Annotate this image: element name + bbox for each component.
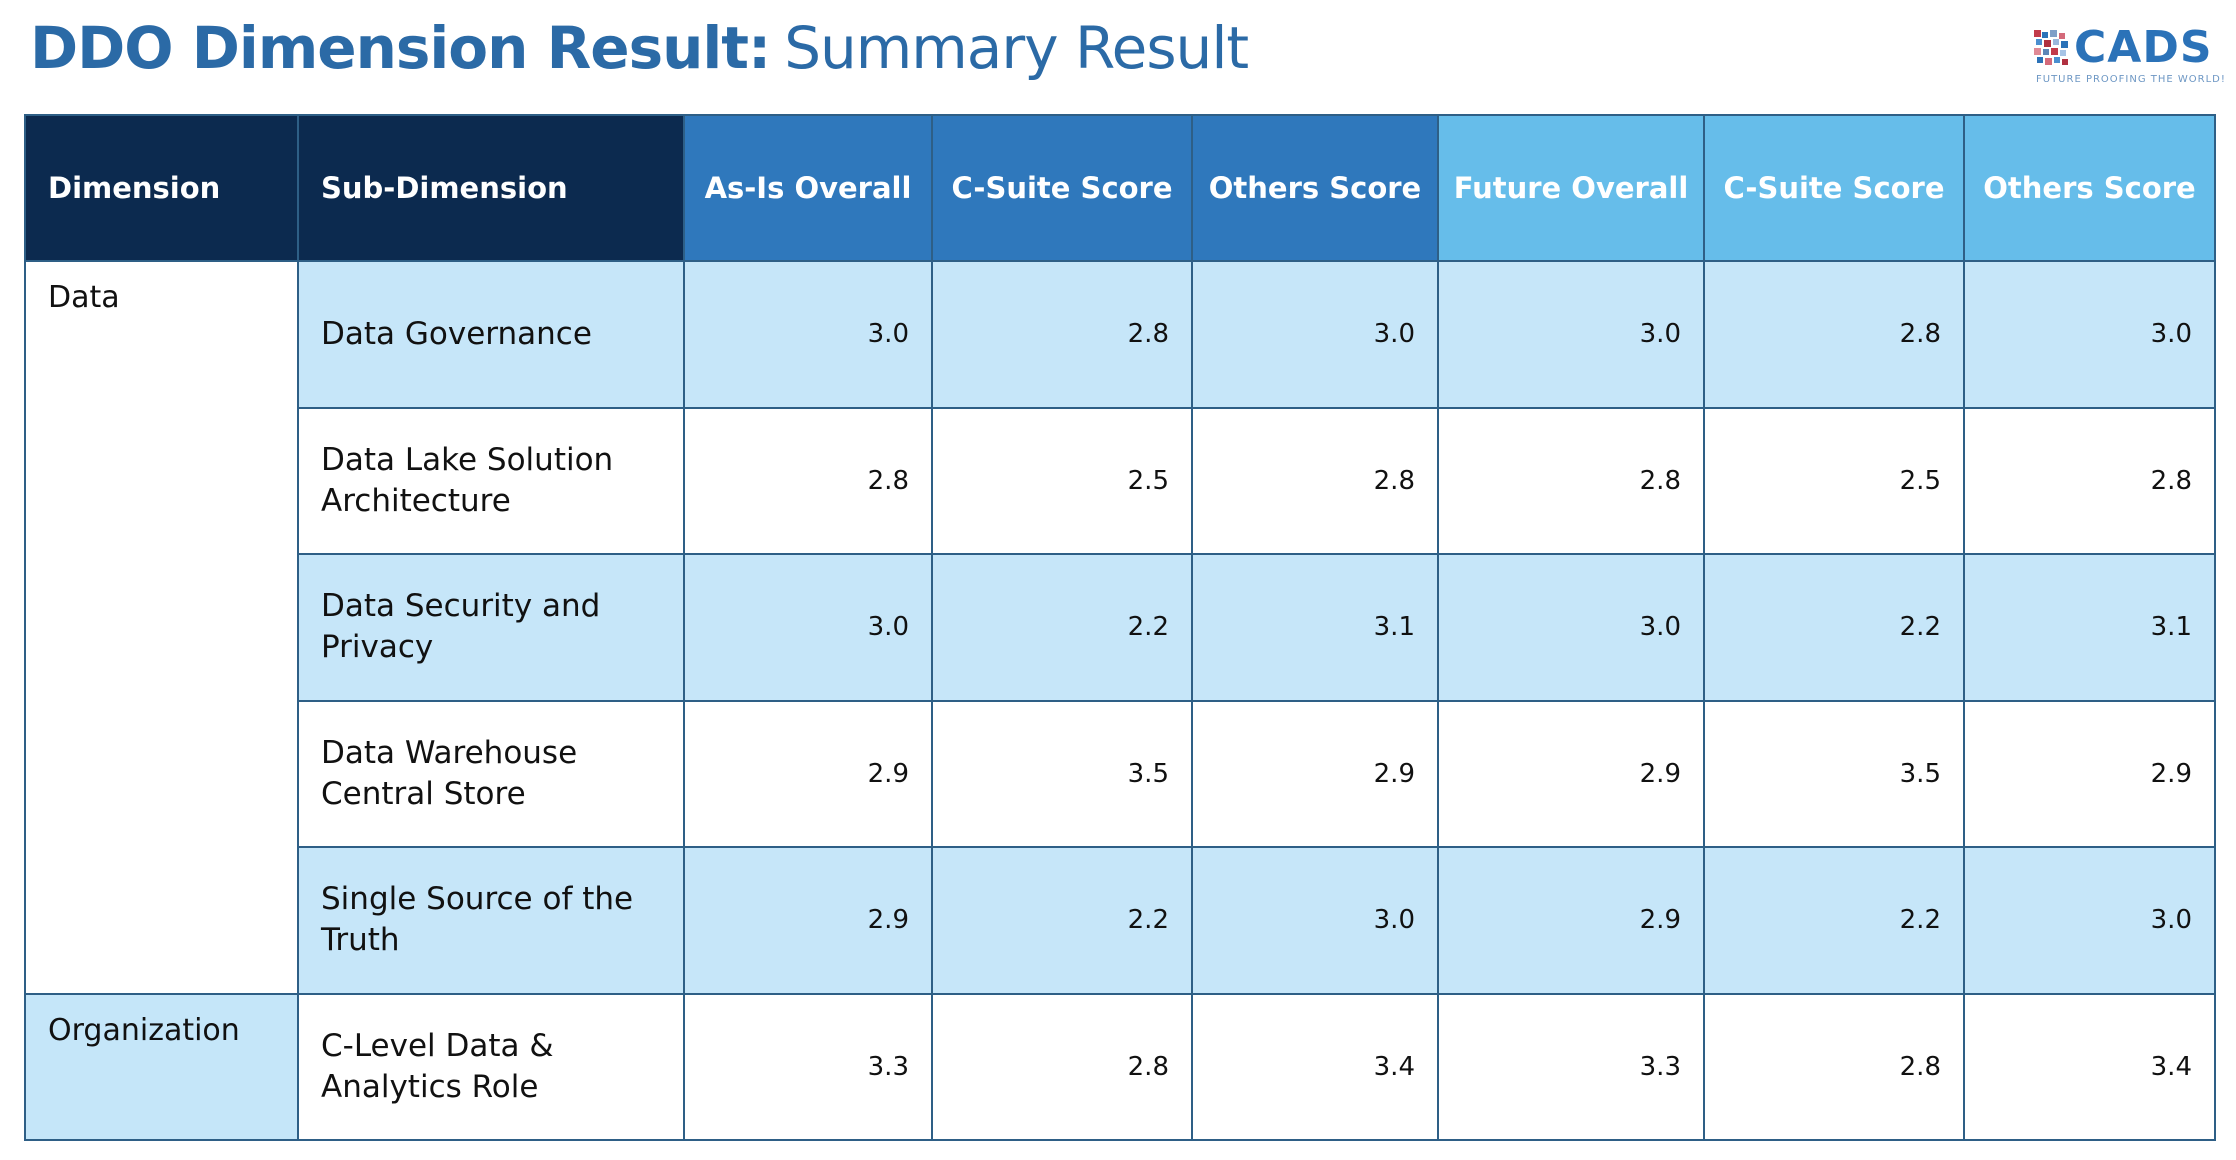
future-overall-cell: 3.0 [1437, 260, 1705, 409]
future-c-suite-cell: 3.5 [1703, 699, 1965, 848]
future-others-cell: 2.8 [1963, 406, 2216, 555]
as-is-overall-cell: 2.9 [683, 846, 933, 995]
col-header-as-is-c-suite: C-Suite Score [931, 114, 1193, 262]
future-others-cell: 3.1 [1963, 553, 2216, 702]
logo-wordmark: CADS [2074, 22, 2213, 73]
col-header-sub-dimension: Sub-Dimension [297, 114, 685, 262]
table-row: Organization C-Level Data & Analytics Ro… [24, 992, 2216, 1141]
table-row: Data Data Governance 3.0 2.8 3.0 3.0 2.8… [24, 260, 2216, 995]
mosaic-logo-icon [2034, 30, 2068, 65]
col-header-future-c-suite: C-Suite Score [1703, 114, 1965, 262]
as-is-others-cell: 2.9 [1191, 699, 1439, 848]
future-c-suite-cell: 2.2 [1703, 846, 1965, 995]
table-row: Data Lake Solution Architecture 2.8 2.5 … [25, 406, 2216, 555]
sub-dimension-cell: Data Warehouse Central Store [297, 699, 685, 848]
col-header-future-overall: Future Overall [1437, 114, 1705, 262]
as-is-c-suite-cell: 2.2 [931, 553, 1193, 702]
table-row: Single Source of the Truth 2.9 2.2 3.0 2… [25, 846, 2216, 995]
as-is-others-cell: 3.1 [1191, 553, 1439, 702]
as-is-c-suite-cell: 2.8 [931, 260, 1193, 409]
future-others-cell: 3.0 [1963, 846, 2216, 995]
dimension-cell: Organization [24, 992, 299, 1141]
summary-table: Dimension Sub-Dimension As-Is Overall C-… [24, 114, 2216, 1141]
future-c-suite-cell: 2.8 [1703, 992, 1965, 1141]
as-is-c-suite-cell: 2.8 [931, 992, 1193, 1141]
future-others-cell: 2.9 [1963, 699, 2216, 848]
header-row: Dimension Sub-Dimension As-Is Overall C-… [24, 114, 2216, 262]
page-title-light: Summary Result [784, 14, 1249, 82]
future-overall-cell: 3.0 [1437, 553, 1705, 702]
sub-dimension-cell: Data Security and Privacy [297, 553, 685, 702]
future-overall-cell: 3.3 [1437, 992, 1705, 1141]
future-overall-cell: 2.8 [1437, 406, 1705, 555]
cads-logo: CADS FUTURE PROOFING THE WORLD! [2034, 22, 2225, 88]
as-is-c-suite-cell: 3.5 [931, 699, 1193, 848]
page-title-bold: DDO Dimension Result: [30, 14, 771, 82]
table-row: Data Security and Privacy 3.0 2.2 3.1 3.… [25, 553, 2216, 702]
logo-tagline: FUTURE PROOFING THE WORLD! [2036, 74, 2226, 85]
as-is-others-cell: 3.0 [1191, 846, 1439, 995]
as-is-others-cell: 3.4 [1191, 992, 1439, 1141]
col-header-future-others: Others Score [1963, 114, 2216, 262]
col-header-as-is-overall: As-Is Overall [683, 114, 933, 262]
future-c-suite-cell: 2.8 [1703, 260, 1965, 409]
future-others-cell: 3.0 [1963, 260, 2216, 409]
sub-dimension-cell: Data Governance [297, 260, 685, 409]
as-is-c-suite-cell: 2.2 [931, 846, 1193, 995]
as-is-overall-cell: 2.9 [683, 699, 933, 848]
future-overall-cell: 2.9 [1437, 846, 1705, 995]
as-is-others-cell: 2.8 [1191, 406, 1439, 555]
as-is-overall-cell: 3.0 [683, 553, 933, 702]
table-row: Data Warehouse Central Store 2.9 3.5 2.9… [25, 699, 2216, 848]
as-is-overall-cell: 3.3 [683, 992, 933, 1141]
page-title: DDO Dimension Result: Summary Result [30, 8, 1249, 88]
col-header-dimension: Dimension [24, 114, 299, 262]
col-header-as-is-others: Others Score [1191, 114, 1439, 262]
sub-dimension-cell: Single Source of the Truth [297, 846, 685, 995]
sub-dimension-cell: Data Lake Solution Architecture [297, 406, 685, 555]
as-is-overall-cell: 3.0 [683, 260, 933, 409]
future-c-suite-cell: 2.5 [1703, 406, 1965, 555]
dimension-cell: Data [24, 260, 299, 995]
as-is-c-suite-cell: 2.5 [931, 406, 1193, 555]
future-others-cell: 3.4 [1963, 992, 2216, 1141]
future-overall-cell: 2.9 [1437, 699, 1705, 848]
as-is-others-cell: 3.0 [1191, 260, 1439, 409]
future-c-suite-cell: 2.2 [1703, 553, 1965, 702]
sub-dimension-cell: C-Level Data & Analytics Role [297, 992, 685, 1141]
as-is-overall-cell: 2.8 [683, 406, 933, 555]
